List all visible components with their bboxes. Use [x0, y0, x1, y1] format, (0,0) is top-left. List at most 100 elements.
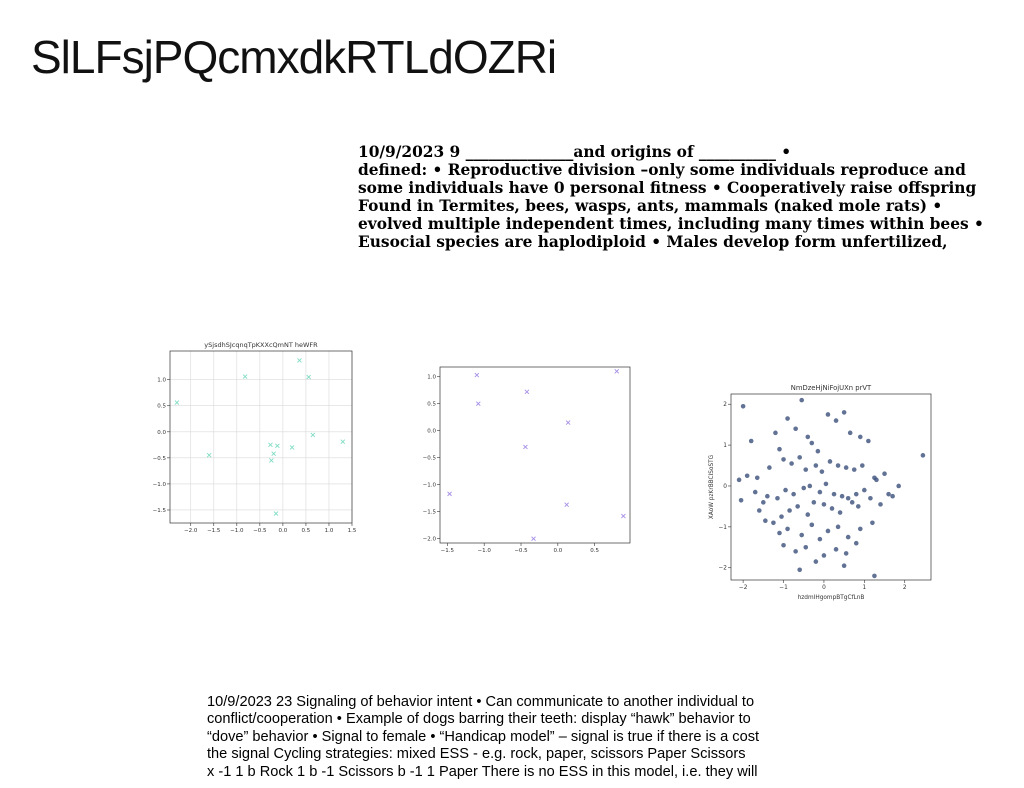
data-point [882, 471, 887, 477]
data-point [273, 511, 279, 516]
data-point [801, 485, 807, 491]
data-point [860, 463, 865, 468]
data-point [809, 440, 815, 446]
data-point [843, 551, 849, 556]
data-point [841, 563, 847, 568]
paragraph-line: 10/9/2023 9 ______________and origins of… [358, 143, 792, 161]
data-point [819, 469, 825, 474]
data-point [843, 465, 849, 470]
y-axis-label: XAoW pzKrBBCiSoSTG [709, 454, 715, 519]
y-tick-label: 0 [723, 484, 727, 490]
data-point [779, 514, 784, 519]
chart-title: ySjsdhSJcqnqTpKXXcQmNT heWFR [204, 341, 318, 349]
data-point [783, 487, 788, 493]
paragraph-line: Eusocial species are haplodiploid • Male… [358, 233, 948, 251]
data-point [785, 416, 790, 421]
y-tick-label: 0.5 [157, 404, 166, 410]
data-point [862, 487, 867, 493]
data-point [791, 491, 796, 497]
data-point [242, 374, 248, 379]
data-point [174, 400, 180, 405]
data-point [795, 504, 800, 509]
data-point [874, 477, 879, 483]
plot-frame [439, 366, 631, 544]
data-point [837, 510, 843, 515]
data-point [275, 443, 280, 449]
data-point [340, 439, 346, 445]
x-tick-label: 0.5 [590, 548, 599, 554]
chart-title: NmDzeHjNiFojUXn prVT [791, 384, 872, 392]
paragraph-line: evolved multiple independent times, incl… [358, 215, 984, 233]
y-tick-label: 2 [723, 402, 727, 408]
data-point [827, 459, 833, 464]
y-tick-label: 0.0 [157, 430, 166, 436]
data-point [833, 418, 839, 423]
y-tick-label: −0.5 [423, 456, 437, 462]
y-tick-label: 1.0 [157, 378, 166, 384]
data-point [807, 483, 813, 489]
data-point [841, 410, 847, 415]
data-point [855, 504, 861, 509]
data-point [833, 547, 839, 552]
data-point [564, 502, 569, 507]
x-tick-label: 0.0 [279, 528, 288, 534]
x-axis-label: hzdmIHgompBTgCfLnB [798, 595, 865, 601]
x-tick-label: −1.5 [441, 548, 455, 554]
data-point [785, 526, 790, 532]
y-tick-label: −1.5 [423, 510, 437, 516]
data-point [271, 451, 276, 456]
plot-frame [730, 393, 932, 581]
data-point [845, 495, 851, 501]
data-point [524, 389, 530, 395]
data-point [825, 412, 831, 417]
data-point [765, 493, 770, 499]
data-point [817, 489, 823, 495]
data-point [789, 461, 794, 466]
data-point [811, 500, 817, 505]
y-tick-label: −1.5 [153, 508, 167, 514]
data-point [845, 534, 851, 540]
paragraph-line: defined: • Reproductive division –only s… [358, 161, 966, 179]
data-point [268, 442, 273, 448]
data-point [872, 573, 877, 579]
y-tick-label: 1.0 [427, 375, 436, 381]
x-tick-label: −2.0 [184, 528, 198, 534]
data-point [310, 432, 316, 438]
y-tick-label: 1 [723, 443, 727, 449]
y-tick-label: 0.5 [427, 402, 436, 408]
data-point [805, 434, 811, 440]
data-point [269, 458, 274, 463]
y-tick-label: −1.0 [423, 483, 437, 489]
data-point [813, 559, 819, 564]
data-point [847, 430, 853, 436]
x-tick-label: 1 [862, 585, 866, 591]
data-point [474, 372, 480, 378]
data-point [777, 530, 782, 536]
data-point [736, 477, 742, 483]
data-point [857, 434, 863, 440]
data-point [857, 526, 863, 532]
data-point [813, 463, 819, 468]
page-title: SlLFsjPQcmxdkRTLdOZRi [31, 31, 557, 83]
y-tick-label: 0.0 [427, 429, 436, 435]
data-point [781, 542, 786, 548]
x-tick-label: −0.5 [514, 548, 528, 554]
data-point [868, 495, 873, 501]
data-point [886, 491, 891, 497]
data-point [839, 493, 845, 499]
paragraph-line: 10/9/2023 23 Signaling of behavior inten… [207, 694, 755, 710]
data-point [896, 483, 901, 489]
scatter-chart-1: −2.0 −1.5 −1.0 −0.5 0.0 0.5 1.0 1.5 −1.5 −1.0 −0.5… [153, 341, 357, 534]
data-point [206, 452, 212, 458]
data-point [775, 495, 780, 501]
data-point [829, 506, 835, 511]
scatter-chart-2: −1.5 −1.0 −0.5 0.0 0.5 −2.0 −1.5 −1.0 −0.5 0.0 0.5… [423, 366, 631, 554]
data-point [297, 358, 302, 363]
data-point [803, 544, 809, 550]
data-point [781, 457, 786, 462]
paragraph-line: Found in Termites, bees, wasps, ants, ma… [358, 197, 943, 215]
x-tick-label: −1.5 [207, 528, 221, 534]
paragraph-line: conflict/cooperation • Example of dogs b… [207, 711, 751, 728]
data-point [523, 444, 528, 450]
paragraph-line: some individuals have 0 personal fitness… [358, 179, 977, 197]
